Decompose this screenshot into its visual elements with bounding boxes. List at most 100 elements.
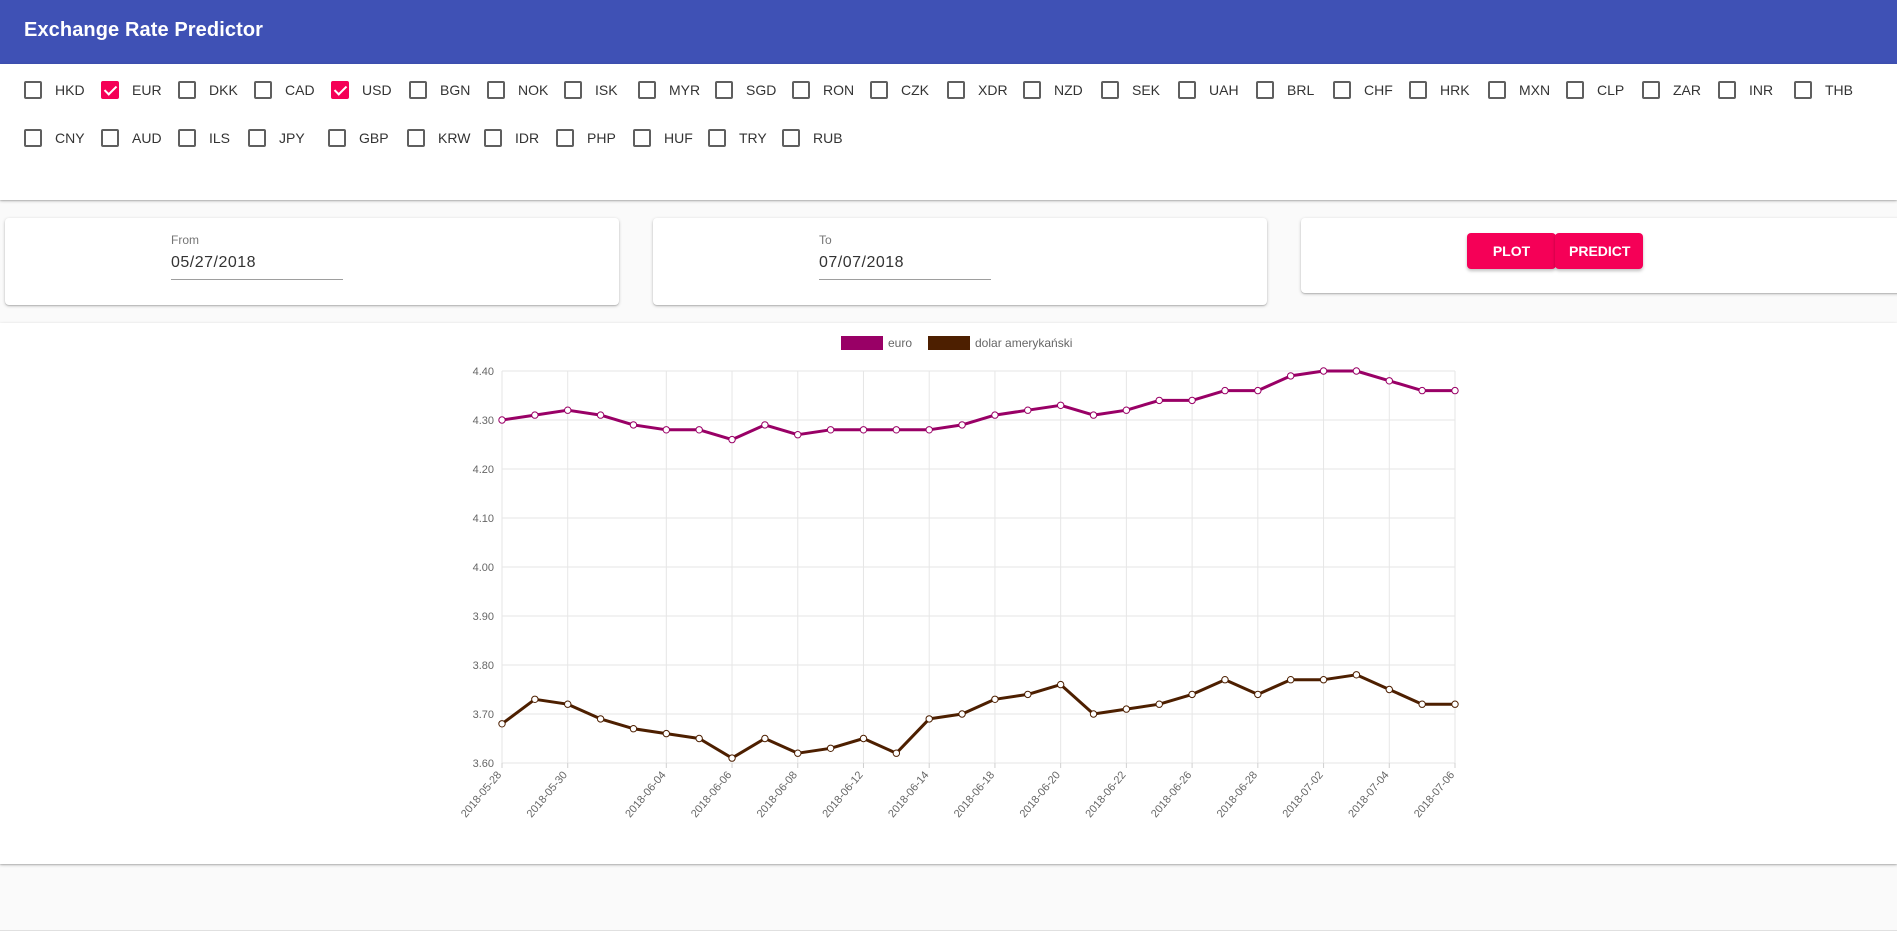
checkbox-unchecked-icon[interactable]: [24, 129, 42, 147]
currency-checkbox-ron[interactable]: RON: [792, 77, 854, 103]
currency-checkbox-chf[interactable]: CHF: [1333, 77, 1393, 103]
data-point: [695, 426, 703, 434]
checkbox-checked-icon[interactable]: [101, 81, 119, 99]
checkbox-unchecked-icon[interactable]: [178, 129, 196, 147]
currency-checkbox-inr[interactable]: INR: [1718, 77, 1773, 103]
checkbox-unchecked-icon[interactable]: [1178, 81, 1196, 99]
predict-button[interactable]: Predict: [1555, 233, 1643, 269]
checkbox-unchecked-icon[interactable]: [1101, 81, 1119, 99]
checkbox-unchecked-icon[interactable]: [1794, 81, 1812, 99]
chart-panel: 4.40 4.30 4.20 4.10 4.00 3.90 3.80 3.70 3.60 2018…: [0, 323, 1897, 864]
currency-checkbox-aud[interactable]: AUD: [101, 125, 162, 151]
currency-checkbox-rub[interactable]: RUB: [782, 125, 843, 151]
currency-checkbox-php[interactable]: PHP: [556, 125, 616, 151]
data-point: [1221, 676, 1229, 684]
currency-checkbox-uah[interactable]: UAH: [1178, 77, 1239, 103]
checkbox-unchecked-icon[interactable]: [870, 81, 888, 99]
checkbox-unchecked-icon[interactable]: [487, 81, 505, 99]
currency-checkbox-gbp[interactable]: GBP: [328, 125, 389, 151]
checkbox-unchecked-icon[interactable]: [564, 81, 582, 99]
currency-checkbox-hkd[interactable]: HKD: [24, 77, 85, 103]
data-point: [859, 734, 868, 743]
checkbox-unchecked-icon[interactable]: [328, 129, 346, 147]
checkbox-checked-icon[interactable]: [331, 81, 349, 99]
currency-checkbox-cny[interactable]: CNY: [24, 125, 85, 151]
currency-checkbox-dkk[interactable]: DKK: [178, 77, 238, 103]
currency-checkbox-czk[interactable]: CZK: [870, 77, 929, 103]
currency-checkbox-ils[interactable]: ILS: [178, 125, 230, 151]
data-point: [761, 421, 769, 429]
checkbox-unchecked-icon[interactable]: [1023, 81, 1041, 99]
currency-checkbox-jpy[interactable]: JPY: [248, 125, 305, 151]
currency-label: CAD: [285, 82, 315, 98]
data-point: [1122, 406, 1131, 414]
from-date-input[interactable]: [171, 250, 343, 280]
currency-checkbox-clp[interactable]: CLP: [1566, 77, 1624, 103]
checkbox-unchecked-icon[interactable]: [248, 129, 266, 147]
checkbox-unchecked-icon[interactable]: [1642, 81, 1660, 99]
currency-checkbox-xdr[interactable]: XDR: [947, 77, 1008, 103]
data-point: [1056, 680, 1065, 689]
plot-button[interactable]: Plot: [1467, 233, 1556, 269]
currency-checkbox-bgn[interactable]: BGN: [409, 77, 470, 103]
currency-checkbox-mxn[interactable]: MXN: [1488, 77, 1550, 103]
checkbox-unchecked-icon[interactable]: [782, 129, 800, 147]
currency-checkbox-sek[interactable]: SEK: [1101, 77, 1160, 103]
checkbox-unchecked-icon[interactable]: [792, 81, 810, 99]
data-point: [629, 421, 638, 429]
currency-checkbox-nok[interactable]: NOK: [487, 77, 548, 103]
currency-checkbox-thb[interactable]: THB: [1794, 77, 1853, 103]
checkbox-unchecked-icon[interactable]: [1409, 81, 1427, 99]
currency-checkbox-zar[interactable]: ZAR: [1642, 77, 1701, 103]
currency-checkbox-nzd[interactable]: NZD: [1023, 77, 1083, 103]
data-point: [1024, 690, 1032, 699]
checkbox-unchecked-icon[interactable]: [633, 129, 651, 147]
data-point: [662, 729, 671, 738]
data-point: [1122, 705, 1131, 713]
checkbox-unchecked-icon[interactable]: [24, 81, 42, 99]
data-point: [662, 426, 671, 434]
currency-checkbox-hrk[interactable]: HRK: [1409, 77, 1470, 103]
currency-checkbox-myr[interactable]: MYR: [638, 77, 700, 103]
currency-label: BGN: [440, 82, 471, 98]
checkbox-unchecked-icon[interactable]: [715, 81, 733, 99]
data-point: [826, 426, 835, 434]
data-point: [1385, 377, 1393, 385]
y-tick-label: 4.30: [473, 415, 494, 427]
checkbox-unchecked-icon[interactable]: [947, 81, 965, 99]
currency-checkbox-isk[interactable]: ISK: [564, 77, 618, 103]
to-date-card: To: [653, 218, 1267, 305]
currency-checkbox-usd[interactable]: USD: [331, 77, 392, 103]
currency-label: MYR: [669, 82, 701, 98]
currency-checkbox-sgd[interactable]: SGD: [715, 77, 776, 103]
currency-checkbox-idr[interactable]: IDR: [484, 125, 539, 151]
checkbox-unchecked-icon[interactable]: [1718, 81, 1736, 99]
currency-checkbox-krw[interactable]: KRW: [407, 125, 470, 151]
data-point: [1418, 700, 1426, 708]
y-tick-label: 4.20: [473, 464, 494, 476]
data-point: [1188, 690, 1196, 699]
currency-checkbox-cad[interactable]: CAD: [254, 77, 315, 103]
checkbox-unchecked-icon[interactable]: [1256, 81, 1274, 99]
checkbox-unchecked-icon[interactable]: [638, 81, 656, 99]
currency-checkbox-eur[interactable]: EUR: [101, 77, 162, 103]
checkbox-unchecked-icon[interactable]: [1488, 81, 1506, 99]
checkbox-unchecked-icon[interactable]: [708, 129, 726, 147]
currency-checkbox-brl[interactable]: BRL: [1256, 77, 1314, 103]
currency-checkbox-try[interactable]: TRY: [708, 125, 767, 151]
checkbox-unchecked-icon[interactable]: [556, 129, 574, 147]
checkbox-unchecked-icon[interactable]: [254, 81, 272, 99]
checkbox-unchecked-icon[interactable]: [1333, 81, 1351, 99]
currency-checkbox-huf[interactable]: HUF: [633, 125, 693, 151]
checkbox-unchecked-icon[interactable]: [484, 129, 502, 147]
checkbox-unchecked-icon[interactable]: [1566, 81, 1584, 99]
data-point: [925, 715, 933, 723]
checkbox-unchecked-icon[interactable]: [407, 129, 425, 147]
data-point: [1352, 367, 1361, 375]
checkbox-unchecked-icon[interactable]: [178, 81, 196, 99]
checkbox-unchecked-icon[interactable]: [409, 81, 427, 99]
currency-label: CLP: [1597, 82, 1625, 98]
data-point: [531, 411, 539, 419]
to-date-input[interactable]: [819, 250, 991, 280]
checkbox-unchecked-icon[interactable]: [101, 129, 119, 147]
